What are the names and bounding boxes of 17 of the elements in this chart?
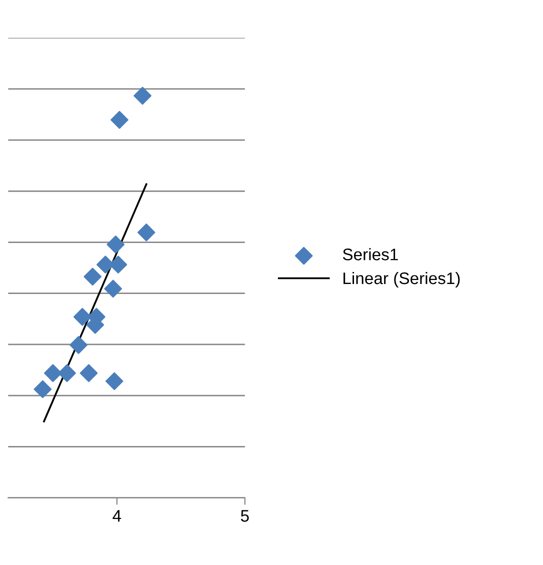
point [134,86,152,105]
point [105,372,124,390]
x-tick-label: 4 [112,510,122,522]
point [104,280,122,298]
legend-label: Series1 [342,248,398,260]
point [73,308,92,326]
legend-label: Linear (Series1) [344,272,460,288]
point [34,380,52,398]
point [80,364,98,382]
point [44,364,62,382]
point [70,336,88,354]
x-tick-label: 5 [240,510,249,522]
point [84,268,102,286]
point [106,236,125,254]
point [137,224,156,242]
point [110,110,128,129]
point [58,364,76,382]
